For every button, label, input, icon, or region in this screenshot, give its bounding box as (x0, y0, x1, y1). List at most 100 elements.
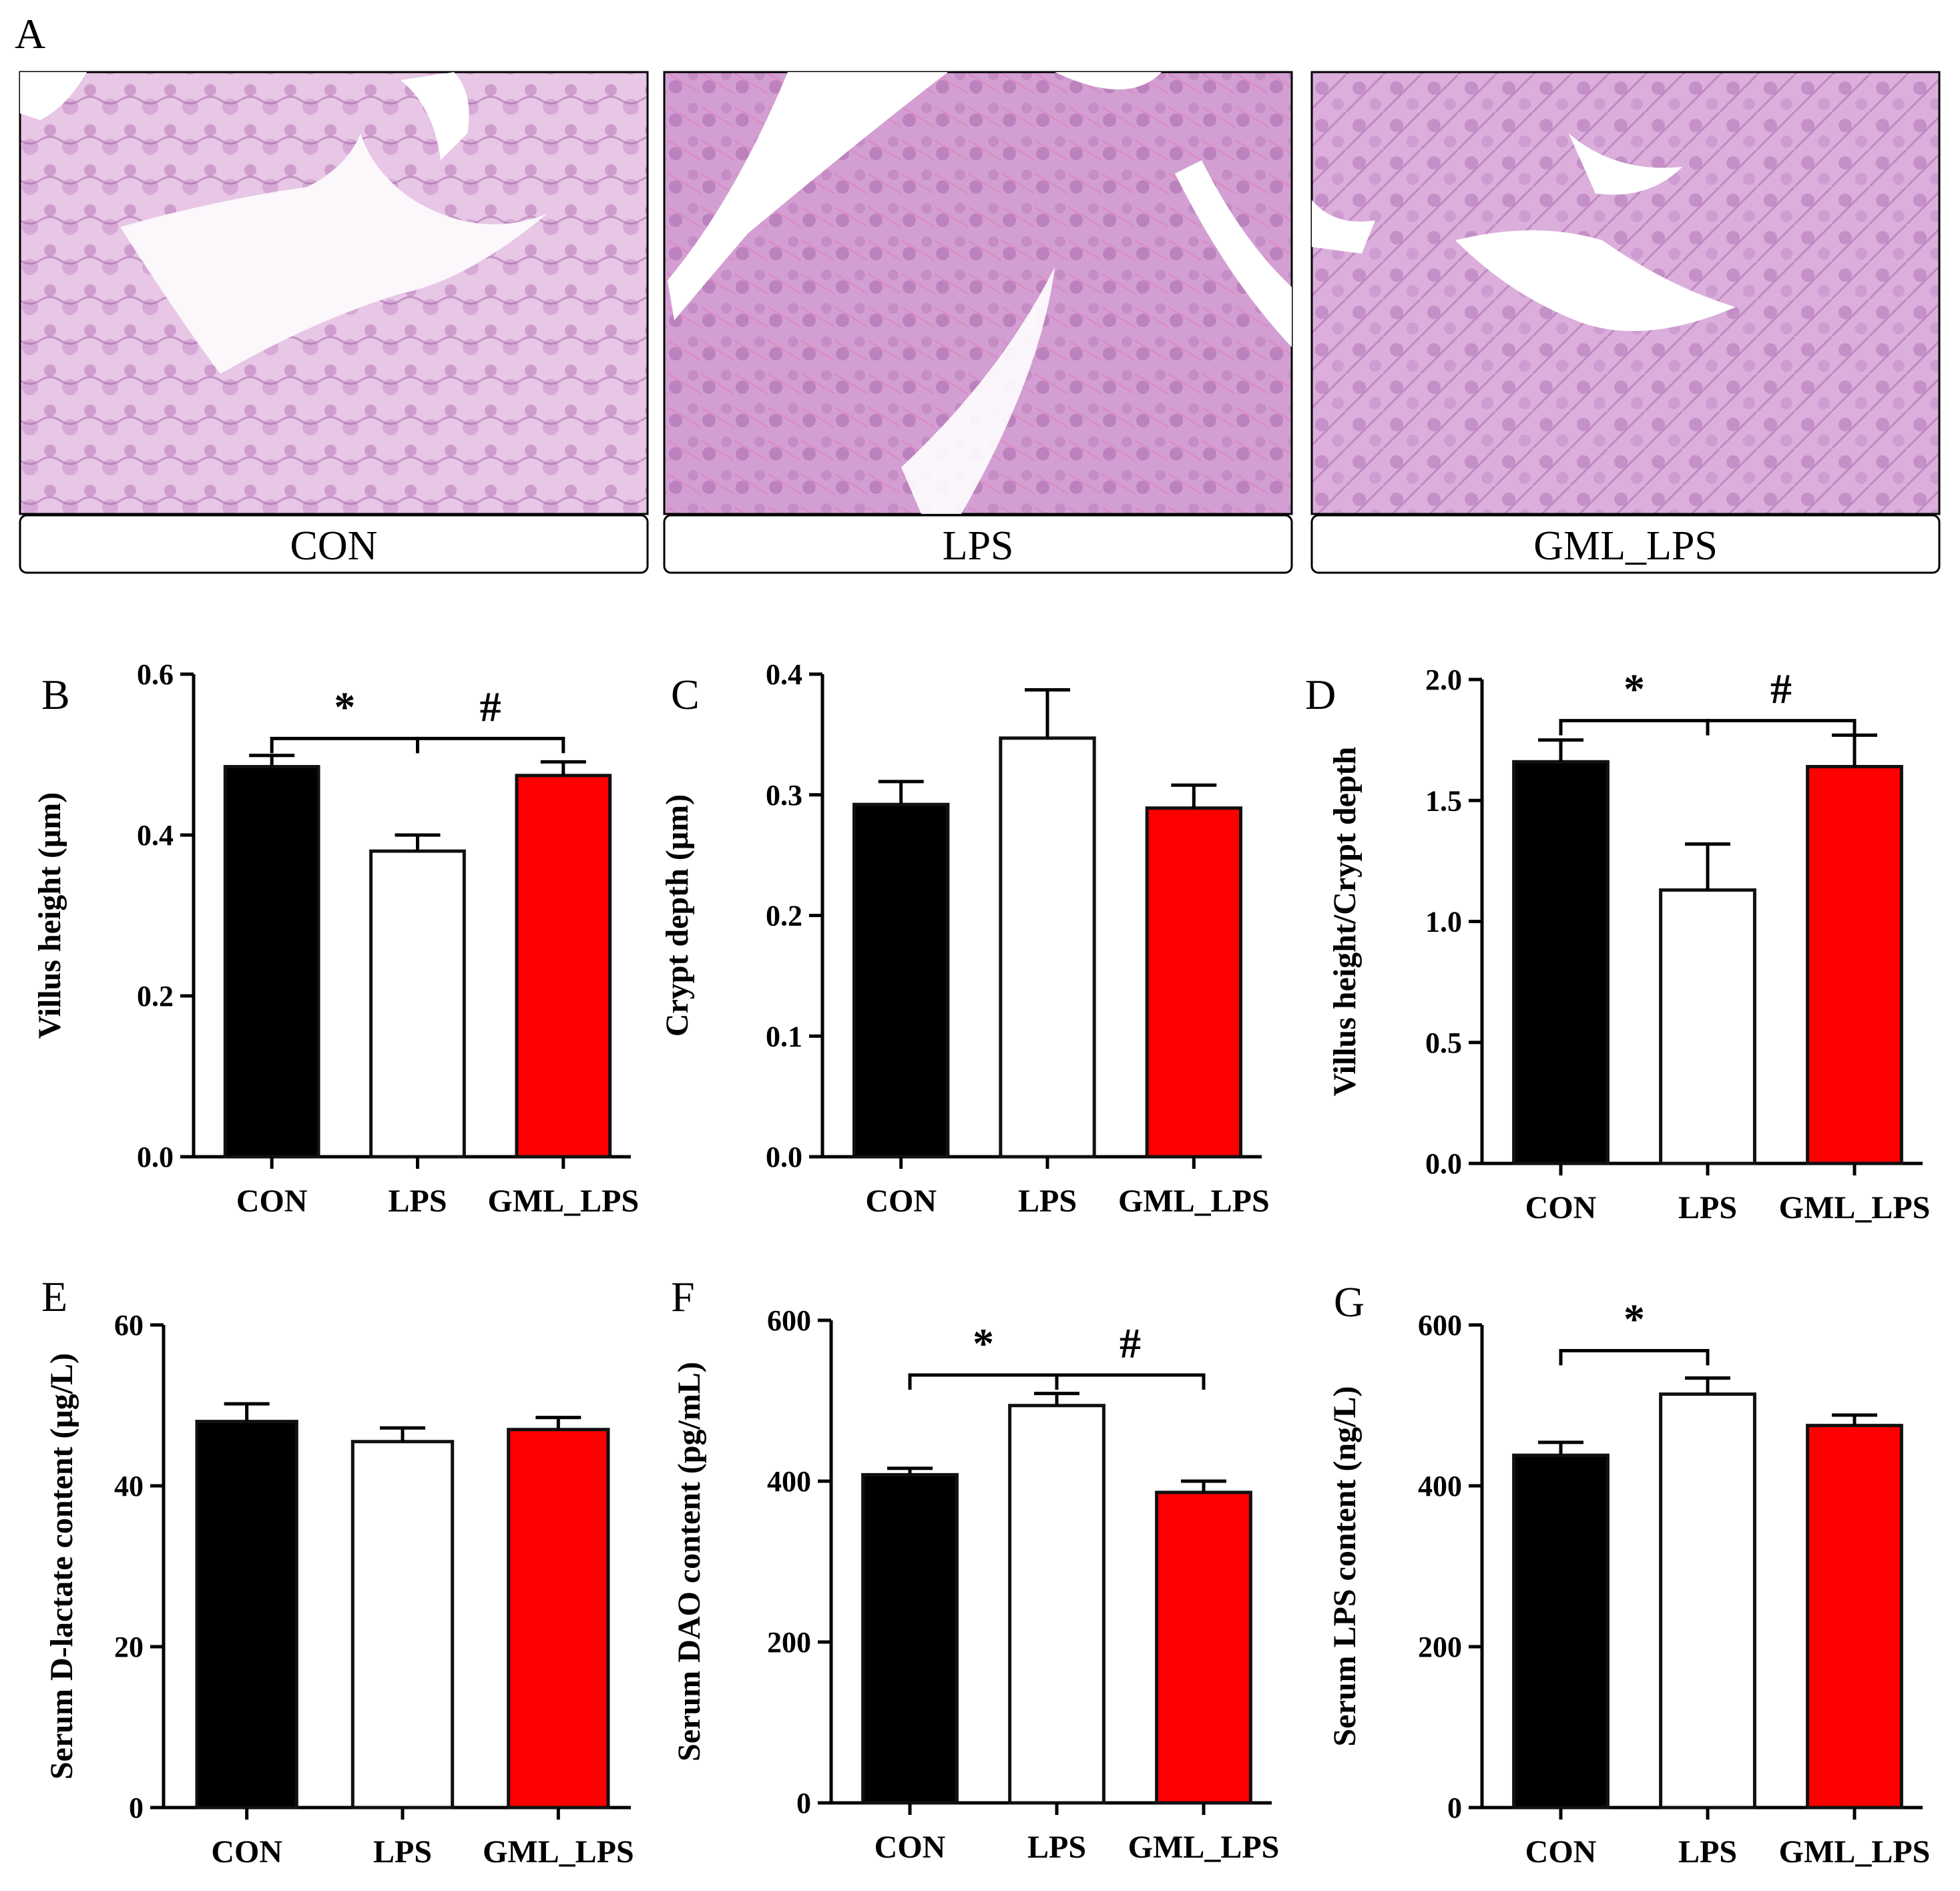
significance-bracket (908, 1373, 1059, 1390)
y-tick-label: 0 (1447, 1792, 1462, 1824)
bar-con (1512, 760, 1610, 1165)
y-tick-label: 0.0 (137, 1141, 174, 1173)
y-tick-label: 0.2 (137, 980, 174, 1013)
x-tick-label-lps: LPS (1027, 1830, 1086, 1865)
bar-gml-lps (515, 774, 612, 1159)
bar-gml-lps (1145, 806, 1243, 1159)
y-tick-label: 1.0 (1425, 906, 1462, 938)
x-tick-label-gml-lps: GML_LPS (483, 1834, 634, 1870)
panel-letter: F (671, 1273, 695, 1320)
y-tick-label: 20 (114, 1631, 144, 1663)
chart-f-serum-dao: F Serum DAO content (pg/mL) 0 200 400 600 CON L… (671, 1273, 1279, 1865)
bar-con (861, 1472, 959, 1805)
x-tick-label-gml-lps: GML_LPS (1118, 1183, 1270, 1219)
bar-con (195, 1420, 298, 1810)
bar-lps (1659, 1392, 1756, 1810)
bar-lps (999, 736, 1096, 1159)
x-tick-label-lps: LPS (1678, 1834, 1737, 1870)
y-tick-label: 0 (129, 1792, 144, 1824)
caption-box-gml-lps: GML_LPS (1310, 514, 1941, 574)
x-tick-label-con: CON (1525, 1834, 1597, 1870)
significance-star: * (1624, 1296, 1645, 1343)
y-tick-label: 0 (796, 1787, 811, 1820)
y-axis-label: Serum LPS content (ng/L) (1327, 1386, 1363, 1747)
y-tick-label: 400 (767, 1465, 811, 1498)
histology-image-con (19, 71, 649, 515)
chart-d-villus-crypt-ratio: D Villus height/Crypt depth 0.0 0.5 1.0 1.5 2.… (1305, 663, 1930, 1226)
caption-con: CON (290, 523, 378, 569)
y-tick-label: 2.0 (1425, 663, 1462, 696)
significance-bracket (1559, 1349, 1710, 1366)
y-tick-label: 0.0 (766, 1141, 802, 1173)
x-tick-label-con: CON (865, 1183, 937, 1219)
significance-star: * (973, 1320, 994, 1367)
bar-con (1512, 1453, 1610, 1810)
caption-lps: LPS (943, 523, 1014, 569)
chart-e-serum-d-lactate: E Serum D-lactate content (μg/L) 0 20 40 60 CO… (41, 1273, 634, 1870)
x-tick-label-con: CON (236, 1183, 308, 1219)
histology-image-gml-lps (1310, 71, 1941, 515)
panel-letter: C (671, 671, 700, 718)
chart-c-crypt-depth: C Crypt depth (μm) 0.0 0.1 0.2 0.3 0.4 CON LPS GM… (660, 658, 1270, 1219)
y-tick-label: 0.1 (766, 1020, 802, 1053)
significance-bracket (1055, 1373, 1206, 1390)
histology-image-lps (663, 71, 1293, 515)
y-axis-label: Serum D-lactate content (μg/L) (44, 1353, 79, 1780)
y-tick-label: 600 (767, 1304, 811, 1337)
y-tick-label: 0.2 (766, 900, 802, 932)
y-tick-label: 0.4 (137, 819, 174, 852)
x-tick-label-lps: LPS (1018, 1183, 1077, 1219)
y-tick-label: 200 (767, 1626, 811, 1659)
bar-con (852, 802, 950, 1159)
x-tick-label-gml-lps: GML_LPS (1128, 1830, 1280, 1865)
x-tick-label-gml-lps: GML_LPS (487, 1183, 639, 1219)
panel-letter: G (1334, 1278, 1365, 1326)
x-tick-label-lps: LPS (373, 1834, 432, 1870)
y-tick-label: 0.3 (766, 779, 802, 812)
significance-bracket (416, 736, 565, 754)
caption-box-con: CON (19, 514, 649, 574)
panel-letter: D (1305, 671, 1336, 718)
x-tick-label-con: CON (211, 1834, 282, 1870)
y-tick-label: 400 (1418, 1470, 1462, 1503)
bar-lps (350, 1440, 455, 1810)
y-axis-label: Serum DAO content (pg/mL) (672, 1362, 707, 1762)
y-axis-label: Villus height (μm) (32, 792, 67, 1039)
y-tick-label: 60 (114, 1309, 144, 1342)
bar-lps (369, 849, 466, 1159)
bar-lps (1659, 888, 1756, 1165)
x-tick-label-con: CON (875, 1830, 946, 1865)
panel-a-letter: A (15, 10, 45, 57)
panel-letter: E (41, 1273, 67, 1320)
x-tick-label-con: CON (1525, 1190, 1597, 1226)
panel-letter: B (41, 671, 70, 718)
y-tick-label: 200 (1418, 1631, 1462, 1663)
significance-bracket (1559, 719, 1710, 736)
x-tick-label-lps: LPS (388, 1183, 447, 1219)
y-axis-label: Crypt depth (μm) (660, 794, 695, 1037)
y-tick-label: 600 (1418, 1309, 1462, 1342)
significance-bracket (1706, 719, 1857, 736)
y-tick-label: 0.6 (137, 658, 174, 691)
y-tick-label: 0.5 (1425, 1027, 1462, 1059)
bar-gml-lps (1806, 1424, 1903, 1810)
y-tick-label: 0.0 (1425, 1147, 1462, 1180)
x-tick-label-lps: LPS (1678, 1190, 1737, 1226)
y-axis-label: Villus height/Crypt depth (1327, 747, 1363, 1097)
significance-bracket (270, 736, 419, 754)
chart-b-villus-height: B Villus height (μm) 0.0 0.2 0.4 0.6 CON LPS GML… (32, 658, 639, 1219)
x-tick-label-gml-lps: GML_LPS (1779, 1190, 1931, 1226)
bar-lps (1008, 1404, 1106, 1805)
significance-star: * (334, 683, 355, 730)
y-tick-label: 1.5 (1425, 784, 1462, 817)
caption-box-lps: LPS (663, 514, 1293, 574)
y-tick-label: 40 (114, 1470, 144, 1503)
significance-star: * (1624, 665, 1645, 713)
significance-hash: # (1770, 665, 1792, 713)
bar-gml-lps (1155, 1491, 1252, 1805)
significance-hash: # (480, 683, 501, 730)
caption-gml-lps: GML_LPS (1533, 523, 1718, 569)
bar-con (223, 765, 320, 1159)
bar-gml-lps (1806, 765, 1903, 1165)
